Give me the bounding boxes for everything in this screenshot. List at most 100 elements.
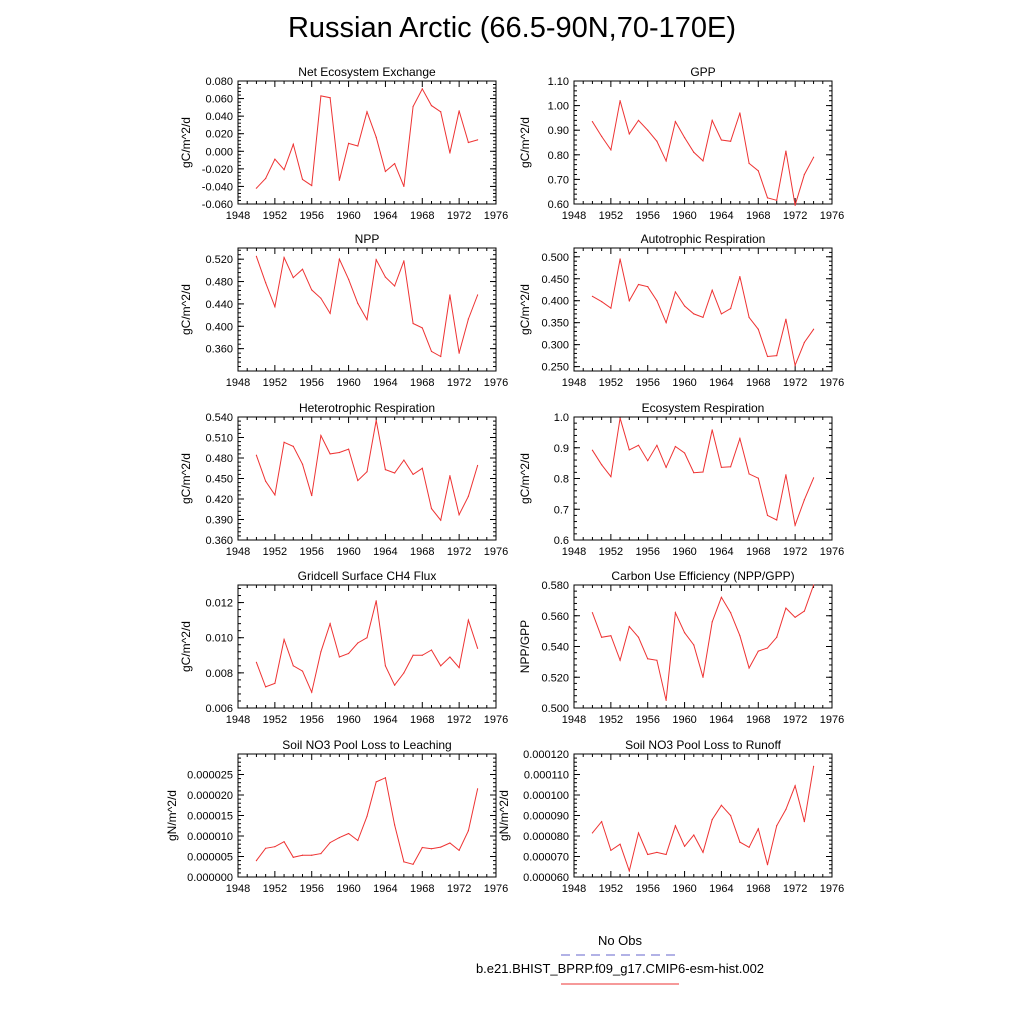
data-point bbox=[283, 638, 285, 641]
series-line bbox=[592, 258, 815, 368]
data-point bbox=[683, 452, 686, 454]
data-point bbox=[357, 839, 359, 842]
chart-panel: Ecosystem Respiration gC/m^2/d 1948 1952 195… bbox=[518, 401, 844, 558]
data-point bbox=[274, 158, 276, 160]
data-point bbox=[458, 849, 460, 851]
data-point bbox=[421, 327, 423, 329]
data-point bbox=[255, 860, 258, 862]
data-point bbox=[785, 318, 787, 320]
x-tick-label: 1972 bbox=[447, 546, 471, 558]
data-point bbox=[702, 471, 704, 473]
y-tick-label: 0.000020 bbox=[187, 790, 233, 802]
y-tick-label: 0.300 bbox=[541, 340, 569, 352]
x-tick-label: 1964 bbox=[373, 714, 397, 726]
data-point bbox=[311, 494, 313, 497]
data-point bbox=[628, 870, 630, 872]
y-tick-label: 0.450 bbox=[205, 474, 233, 486]
x-tick-label: 1964 bbox=[709, 546, 733, 558]
data-point bbox=[591, 612, 594, 614]
data-point bbox=[394, 472, 396, 474]
data-point bbox=[776, 636, 778, 638]
data-point bbox=[384, 469, 387, 471]
plot-frame bbox=[237, 80, 497, 205]
data-point bbox=[255, 661, 258, 663]
chart-panel: Soil NO3 Pool Loss to Runoff gN/m^2/d 1948… bbox=[497, 738, 844, 895]
data-point bbox=[619, 100, 621, 102]
x-tick-label: 1956 bbox=[635, 377, 659, 389]
data-point bbox=[665, 699, 667, 701]
data-point bbox=[440, 519, 442, 521]
x-tick-label: 1964 bbox=[373, 377, 397, 389]
y-tick-label: 1.10 bbox=[548, 76, 569, 88]
data-point bbox=[357, 479, 359, 482]
data-point bbox=[283, 841, 285, 843]
y-axis-label: gC/m^2/d bbox=[518, 117, 532, 168]
data-point bbox=[637, 636, 640, 638]
data-point bbox=[619, 659, 621, 661]
data-point bbox=[283, 441, 285, 443]
data-point bbox=[357, 642, 359, 644]
x-tick-label: 1972 bbox=[783, 714, 807, 726]
x-tick-label: 1948 bbox=[562, 546, 586, 558]
data-point bbox=[637, 119, 640, 121]
x-tick-label: 1960 bbox=[672, 883, 696, 895]
data-point bbox=[265, 847, 267, 849]
chart-title: Carbon Use Efficiency (NPP/GPP) bbox=[611, 569, 794, 583]
x-tick-label: 1960 bbox=[672, 377, 696, 389]
y-tick-label: 0.450 bbox=[541, 274, 569, 286]
data-point bbox=[403, 459, 405, 461]
y-tick-label: 0.560 bbox=[541, 611, 569, 623]
chart-title: Heterotrophic Respiration bbox=[299, 401, 435, 415]
data-point bbox=[375, 781, 377, 783]
y-tick-label: 0.8 bbox=[554, 474, 569, 486]
data-point bbox=[265, 177, 267, 180]
data-point bbox=[693, 151, 695, 153]
data-point bbox=[656, 659, 658, 661]
data-point bbox=[730, 140, 732, 142]
data-point bbox=[610, 307, 612, 309]
chart-panel: Net Ecosystem Exchange gC/m^2/d 1948 1952 19… bbox=[179, 65, 508, 222]
y-tick-label: 0.040 bbox=[205, 111, 233, 123]
data-point bbox=[375, 259, 377, 261]
data-point bbox=[384, 170, 387, 173]
data-point bbox=[476, 464, 479, 467]
x-tick-label: 1972 bbox=[447, 883, 471, 895]
data-point bbox=[730, 612, 732, 614]
x-tick-label: 1976 bbox=[820, 377, 844, 389]
plot-frame bbox=[237, 247, 497, 372]
chart-panel: GPP gC/m^2/d 1948 1952 1956 1960 1964 1968 1972 1… bbox=[518, 65, 844, 222]
data-point bbox=[329, 623, 331, 625]
data-point bbox=[301, 268, 304, 270]
data-point bbox=[283, 169, 285, 171]
data-point bbox=[785, 474, 787, 476]
data-point bbox=[601, 464, 603, 466]
data-point bbox=[375, 419, 377, 422]
y-tick-label: 0.000110 bbox=[524, 770, 569, 782]
data-point bbox=[394, 824, 396, 826]
data-point bbox=[647, 853, 649, 856]
chart-panel: NPP gC/m^2/d 1948 1952 1956 1960 1964 1968 1972 1… bbox=[179, 232, 508, 389]
data-point bbox=[320, 297, 322, 299]
data-point bbox=[591, 832, 594, 834]
y-tick-label: 0.008 bbox=[205, 668, 233, 680]
x-tick-label: 1972 bbox=[783, 210, 807, 222]
data-point bbox=[449, 294, 451, 296]
data-point bbox=[757, 328, 759, 330]
data-point bbox=[711, 119, 713, 121]
data-point bbox=[357, 302, 359, 304]
data-point bbox=[674, 120, 676, 123]
x-tick-label: 1952 bbox=[599, 210, 623, 222]
data-point bbox=[467, 495, 469, 497]
data-point bbox=[394, 162, 396, 165]
data-point bbox=[794, 524, 796, 526]
data-point bbox=[637, 283, 640, 286]
data-point bbox=[384, 276, 387, 278]
y-tick-label: 0.400 bbox=[541, 296, 569, 308]
data-point bbox=[430, 507, 433, 510]
data-point bbox=[711, 289, 713, 291]
data-point bbox=[674, 612, 676, 614]
data-point bbox=[375, 136, 377, 138]
data-point bbox=[421, 654, 423, 656]
data-point bbox=[467, 141, 469, 144]
x-tick-label: 1948 bbox=[562, 377, 586, 389]
